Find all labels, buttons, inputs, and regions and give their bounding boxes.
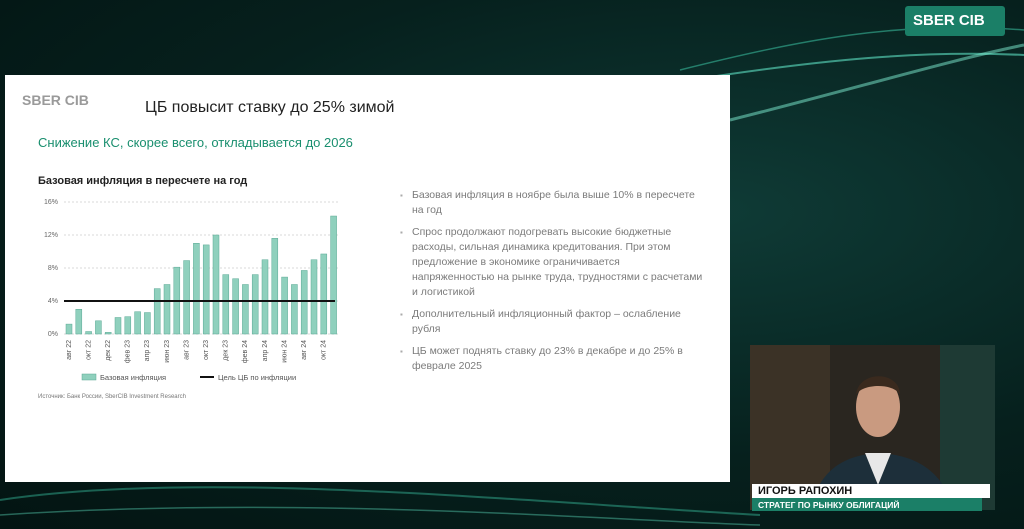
bar <box>242 284 249 335</box>
bullet: Базовая инфляция в ноябре была выше 10% … <box>400 188 705 218</box>
source-note: Источник: Банк России, SberCIB Investmen… <box>38 394 186 400</box>
bar <box>75 309 83 335</box>
header-logo: SBER CIB <box>913 12 985 29</box>
bar <box>281 276 288 335</box>
bar <box>310 259 318 335</box>
slide-logo: SBER CIB <box>22 92 89 108</box>
x-tick-label: окт 22 <box>85 340 92 360</box>
bar <box>65 323 73 335</box>
bar <box>163 284 171 335</box>
legend-label: Цель ЦБ по инфляции <box>218 373 296 382</box>
x-tick-label: апр 24 <box>262 340 269 361</box>
bar <box>330 215 337 335</box>
bar <box>212 234 220 335</box>
bar <box>95 320 102 335</box>
y-tick-label: 4% <box>48 298 58 305</box>
bar <box>114 317 122 335</box>
slide-subtitle: Снижение КС, скорее всего, откладывается… <box>38 135 353 150</box>
bar <box>202 244 210 335</box>
bullet: Дополнительный инфляционный фактор – осл… <box>400 307 705 337</box>
x-tick-label: дек 22 <box>105 340 112 361</box>
bar <box>124 316 132 335</box>
bar <box>261 259 269 335</box>
x-tick-label: авг 24 <box>301 340 308 360</box>
bar <box>85 331 92 335</box>
x-tick-label: дек 23 <box>223 340 230 361</box>
bar <box>104 332 112 335</box>
y-tick-label: 12% <box>44 232 58 239</box>
x-tick-label: окт 24 <box>321 340 328 360</box>
bar <box>144 312 151 335</box>
caption-role: СТРАТЕГ ПО РЫНКУ ОБЛИГАЦИЙ <box>758 500 900 510</box>
bar <box>134 311 141 335</box>
bar <box>291 284 298 335</box>
bar <box>271 238 279 335</box>
bar <box>300 270 308 335</box>
bar <box>232 278 239 335</box>
bar <box>193 243 200 335</box>
header-logo-box <box>905 6 1005 36</box>
chart-title: Базовая инфляция в пересчете на год <box>38 175 248 187</box>
bar <box>320 253 328 335</box>
y-tick-label: 16% <box>44 199 58 206</box>
x-tick-label: фев 23 <box>125 340 132 363</box>
bullet: Спрос продолжают подогревать высокие бюд… <box>400 225 705 300</box>
x-tick-label: апр 23 <box>144 340 151 361</box>
x-tick-label: окт 23 <box>203 340 210 360</box>
legend-swatch <box>81 373 97 381</box>
bullet: ЦБ может поднять ставку до 23% в декабре… <box>400 344 705 374</box>
x-tick-label: авг 23 <box>183 340 190 360</box>
bar <box>153 288 161 335</box>
y-tick-label: 8% <box>48 265 58 272</box>
bullet-list: Базовая инфляция в ноябре была выше 10% … <box>400 188 705 381</box>
bar <box>222 274 230 335</box>
slide-title: ЦБ повысит ставку до 25% зимой <box>145 99 395 116</box>
caption-name-box <box>752 484 990 498</box>
bar <box>183 260 190 335</box>
legend-label: Базовая инфляция <box>100 373 166 382</box>
y-tick-label: 0% <box>48 331 58 338</box>
caption-name: ИГОРЬ РАПОХИН <box>758 485 853 497</box>
caption-role-box <box>752 498 982 511</box>
bar <box>251 274 259 335</box>
x-tick-label: июн 24 <box>281 340 288 363</box>
x-tick-label: фев 24 <box>242 340 249 363</box>
x-tick-label: июн 23 <box>164 340 171 363</box>
x-tick-label: авг 22 <box>66 340 73 360</box>
